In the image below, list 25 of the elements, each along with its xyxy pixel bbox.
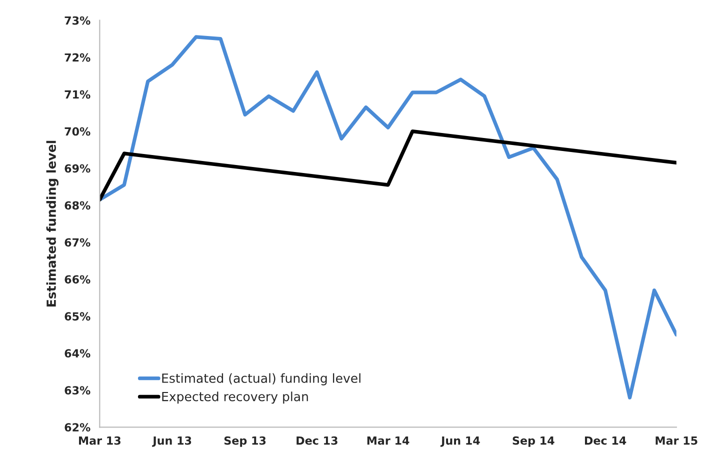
y-tick-label: 64% (64, 349, 90, 358)
y-tick-label: 65% (64, 312, 90, 321)
y-tick-label: 69% (64, 164, 90, 173)
y-tick-label: 73% (64, 16, 90, 25)
y-tick-label: 71% (64, 90, 90, 99)
x-tick-label: Dec 13 (296, 436, 338, 445)
y-axis-title: Estimated funding level (46, 140, 58, 306)
x-tick-label: Sep 13 (224, 436, 266, 447)
x-tick-label: Mar 13 (79, 436, 120, 445)
x-tick-label: Mar 14 (367, 436, 410, 445)
legend-label: Estimated (actual) funding level (162, 373, 360, 386)
line-series (100, 129, 676, 202)
y-tick-label: 63% (64, 386, 90, 395)
legend-label: Expected recovery plan (162, 392, 308, 404)
y-tick-label: 68% (64, 201, 90, 210)
y-tick-label: 66% (64, 275, 90, 284)
x-tick-label: Dec 14 (584, 436, 626, 445)
x-tick-label: Sep 14 (512, 436, 554, 447)
x-tick-label: Jun 14 (440, 436, 480, 447)
y-tick-label: 70% (64, 127, 90, 136)
y-tick-label: 62% (64, 423, 90, 432)
x-tick-label: Mar 15 (656, 436, 698, 445)
y-tick-label: 72% (64, 53, 90, 62)
y-tick-label: 67% (64, 238, 90, 247)
x-tick-label: Jun 13 (152, 436, 192, 447)
